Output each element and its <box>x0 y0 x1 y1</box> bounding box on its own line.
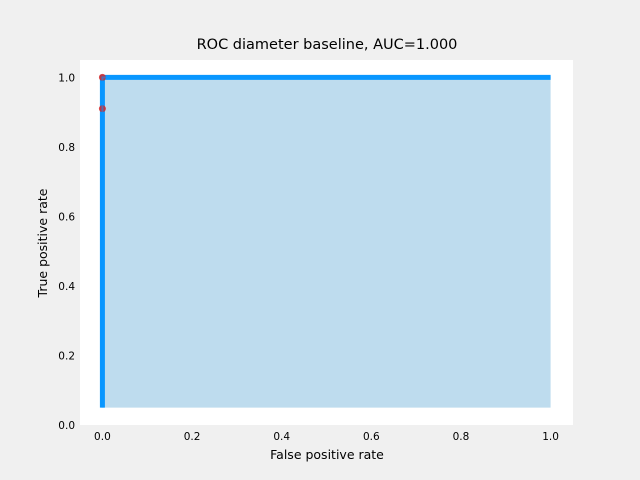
x-tick-label: 0.4 <box>273 431 290 443</box>
y-tick-label: 0.6 <box>58 211 75 223</box>
x-tick-label: 0.6 <box>363 431 380 443</box>
y-axis-ticks: 0.0 0.2 0.4 0.6 0.8 1.0 <box>58 72 75 432</box>
plot-layer <box>98 73 551 408</box>
x-tick-label: 1.0 <box>542 431 559 443</box>
roc-area-fill <box>102 77 551 408</box>
y-tick-label: 0.2 <box>58 350 75 362</box>
x-axis-ticks: 0.0 0.2 0.4 0.6 0.8 1.0 <box>94 431 559 443</box>
y-tick-label: 0.0 <box>58 420 75 432</box>
x-tick-label: 0.0 <box>94 431 111 443</box>
chart-title: ROC diameter baseline, AUC=1.000 <box>197 37 458 53</box>
y-tick-label: 1.0 <box>58 72 75 84</box>
y-tick-label: 0.4 <box>58 281 75 293</box>
roc-curve-line-overlay <box>101 76 551 408</box>
x-axis-label: False positive rate <box>270 447 384 462</box>
x-tick-label: 0.8 <box>453 431 470 443</box>
y-axis-label: True positive rate <box>35 188 50 298</box>
x-tick-label: 0.2 <box>184 431 201 443</box>
y-tick-label: 0.8 <box>58 142 75 154</box>
